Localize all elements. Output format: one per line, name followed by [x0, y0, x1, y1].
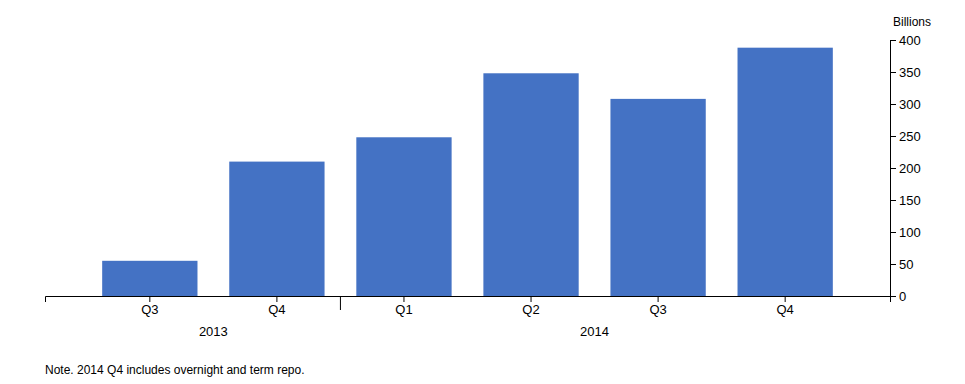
bar — [738, 48, 833, 296]
bar — [229, 162, 324, 296]
tick-label: Q4 — [268, 302, 285, 317]
bar — [356, 137, 451, 296]
y-tick: 250 — [890, 129, 921, 144]
tick-mark — [276, 296, 277, 302]
group-separator — [340, 296, 341, 310]
tick-label: 200 — [899, 161, 921, 176]
bar — [610, 99, 705, 296]
axis-title: Billions — [893, 15, 931, 29]
tick-mark — [658, 296, 659, 302]
tick-label: Q2 — [522, 302, 539, 317]
tick-mark — [149, 296, 150, 302]
note: Note. 2014 Q4 includes overnight and ter… — [45, 363, 305, 377]
tick-mark — [890, 264, 896, 265]
y-axis: 0 50 100 150 200 250 300 350 400 — [890, 33, 921, 304]
tick-label: Q3 — [141, 302, 158, 317]
plot: Q3 Q4 Q1 Q2 Q3 Q4 0 50 100 150 200 250 300 350 400 Bill… — [46, 15, 932, 339]
tick-label: 50 — [899, 257, 913, 272]
tick-label: Q1 — [395, 302, 412, 317]
y-tick: 200 — [890, 161, 921, 176]
y-tick: 150 — [890, 193, 921, 208]
tick-mark — [890, 104, 896, 105]
tick-label: 150 — [899, 193, 921, 208]
chart: Q3 Q4 Q1 Q2 Q3 Q4 0 50 100 150 200 250 300 350 400 Bill… — [0, 0, 965, 384]
x-tick: Q1 — [395, 296, 412, 317]
tick-label: 400 — [899, 33, 921, 48]
tick-mark — [890, 200, 896, 201]
group-label: 2013 — [199, 324, 228, 339]
tick-mark — [890, 296, 896, 297]
x-axis: Q3 Q4 Q1 Q2 Q3 Q4 — [46, 296, 891, 317]
y-tick: 50 — [890, 257, 913, 272]
tick-mark — [890, 136, 896, 137]
x-tick: Q3 — [649, 296, 666, 317]
tick-label: 300 — [899, 97, 921, 112]
group-label: 2014 — [580, 324, 609, 339]
tick-mark — [890, 232, 896, 233]
y-tick: 350 — [890, 65, 921, 80]
tick-label: 0 — [899, 289, 906, 304]
y-tick: 300 — [890, 97, 921, 112]
x-tick: Q2 — [522, 296, 539, 317]
x-tick: Q3 — [141, 296, 158, 317]
bar — [483, 73, 578, 296]
tick-label: 100 — [899, 225, 921, 240]
tick-mark — [403, 296, 404, 302]
y-tick: 100 — [890, 225, 921, 240]
x-tick: Q4 — [776, 296, 793, 317]
tick-label: 250 — [899, 129, 921, 144]
tick-label: Q4 — [776, 302, 793, 317]
tick-mark — [785, 296, 786, 302]
axis-line — [891, 41, 897, 297]
y-tick: 400 — [890, 33, 921, 48]
tick-mark — [890, 72, 896, 73]
tick-mark — [531, 296, 532, 302]
x-tick: Q4 — [268, 296, 285, 317]
tick-label: 350 — [899, 65, 921, 80]
bar — [102, 261, 197, 296]
tick-label: Q3 — [649, 302, 666, 317]
tick-mark — [890, 168, 896, 169]
bars — [102, 48, 833, 296]
axis-line — [46, 297, 891, 303]
tick-mark — [890, 40, 896, 41]
y-tick: 0 — [890, 289, 906, 304]
